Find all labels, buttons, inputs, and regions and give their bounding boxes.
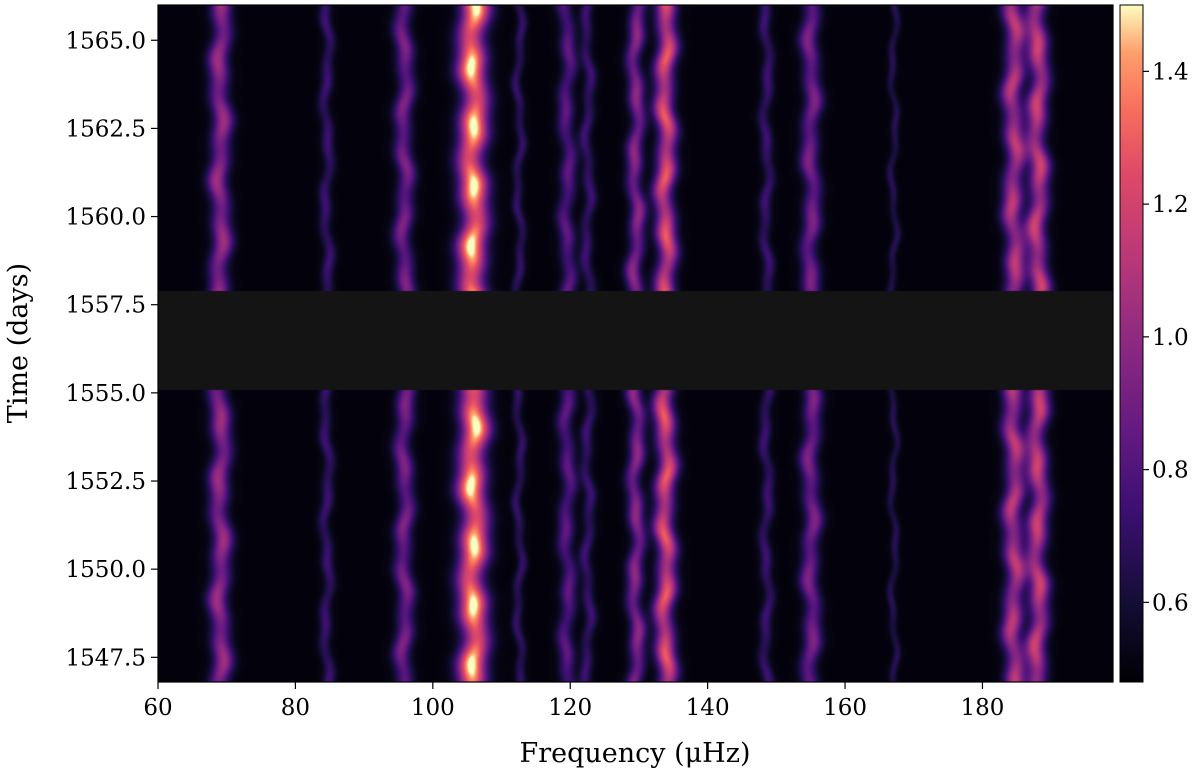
colorbar: 0.6 0.8 1.0 1.2 1.4 [1119,4,1189,683]
colorbar-ticks: 0.6 0.8 1.0 1.2 1.4 [1143,59,1189,616]
x-axis-ticks: 60 80 100 120 140 160 180 [143,682,1004,721]
plot-frame [157,4,1114,683]
x-axis-label: Frequency (μHz) [519,738,750,769]
x-tick-label: 160 [823,695,867,721]
colorbar-tick-label: 0.6 [1152,590,1189,616]
heatmap-image [158,5,1113,682]
x-tick-label: 100 [411,695,455,721]
x-tick-label: 140 [686,695,730,721]
y-tick-label: 1562.5 [66,116,146,142]
y-tick-label: 1557.5 [66,293,146,319]
y-tick-label: 1550.0 [66,557,146,583]
y-tick-label: 1555.0 [66,381,146,407]
colorbar-tick-label: 1.0 [1152,325,1189,351]
y-axis-label: Time (days) [3,263,34,423]
x-tick-label: 120 [548,695,592,721]
y-tick-label: 1547.5 [66,645,146,671]
y-tick-label: 1560.0 [66,205,146,231]
y-tick-label: 1565.0 [66,28,146,54]
y-axis-ticks: 1547.5 1550.0 1552.5 1555.0 1557.5 1560.0 1562… [66,28,158,671]
colorbar-tick-label: 1.2 [1152,192,1189,218]
x-tick-label: 180 [961,695,1005,721]
x-tick-label: 60 [143,695,172,721]
x-tick-label: 80 [281,695,310,721]
y-tick-label: 1552.5 [66,469,146,495]
colorbar-tick-label: 0.8 [1152,458,1189,484]
colorbar-tick-label: 1.4 [1152,59,1189,85]
colorbar-gradient [1119,4,1144,683]
plot-area [157,4,1114,683]
